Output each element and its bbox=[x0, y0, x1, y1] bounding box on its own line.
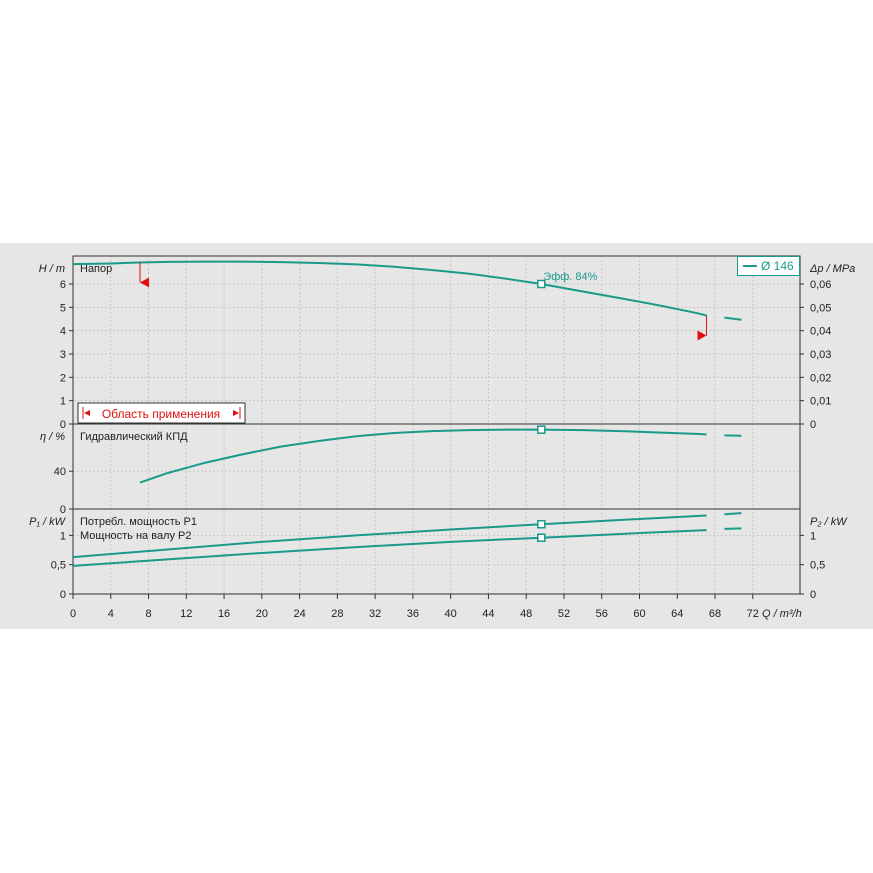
y-axis-label-left: H / m bbox=[39, 263, 65, 275]
series-extension-power-1 bbox=[724, 527, 742, 530]
panel-label-power: Потребл. мощность P1 bbox=[80, 516, 197, 528]
y-axis-label-left: η / % bbox=[40, 431, 65, 443]
x-tick-label: 68 bbox=[709, 608, 721, 620]
x-tick-label: 52 bbox=[558, 608, 570, 620]
y-tick-label-left: 5 bbox=[60, 302, 66, 314]
x-tick-label: 4 bbox=[108, 608, 114, 620]
pump-curve-chart: 0 01 0,012 0,023 0,034 0,045 0,056 0,06H / m Δp … bbox=[29, 255, 855, 620]
y-tick-label-right: 0,05 bbox=[810, 302, 831, 314]
legend-line-swatch bbox=[743, 265, 757, 267]
x-tick-label: 60 bbox=[633, 608, 645, 620]
x-tick-label: 40 bbox=[445, 608, 457, 620]
legend-label: Ø 146 bbox=[761, 259, 794, 273]
x-tick-label: 44 bbox=[482, 608, 494, 620]
panel-frame-head bbox=[72, 255, 801, 425]
y-tick-label-left: 0,5 bbox=[51, 560, 66, 572]
y-tick-label-left: 40 bbox=[54, 466, 66, 478]
x-tick-label: 72 bbox=[747, 608, 759, 620]
x-tick-label: 32 bbox=[369, 608, 381, 620]
y-tick-label-left: 2 bbox=[60, 372, 66, 384]
series-extension-head-0 bbox=[724, 316, 742, 321]
application-range-arrow-left bbox=[84, 410, 90, 416]
x-tick-label: 48 bbox=[520, 608, 532, 620]
panel-label-2-power: Мощность на валу P2 bbox=[80, 530, 192, 542]
y-axis-label-left: P₁ / kW bbox=[29, 516, 66, 528]
panel-frame-power bbox=[72, 508, 801, 595]
panel-label-efficiency: Гидравлический КПД bbox=[80, 431, 188, 443]
chart-panel: 0 0 1 0,01 2 0,02 3 0,03 4 0,04 5 0,05 6 0,06 H / m Δp … bbox=[0, 243, 873, 629]
y-axis-label-right: P₂ / kW bbox=[810, 516, 848, 528]
x-tick-label: 20 bbox=[256, 608, 268, 620]
legend-box: Ø 146 bbox=[737, 256, 800, 276]
x-tick-label: 8 bbox=[145, 608, 151, 620]
duty-point-marker-power-0 bbox=[537, 519, 546, 529]
x-tick-label: 24 bbox=[293, 608, 305, 620]
y-tick-label-right: 0,06 bbox=[810, 279, 831, 291]
application-range-label: Область применения bbox=[102, 407, 220, 421]
duty-point-marker-head-0 bbox=[537, 279, 546, 289]
range-min-arrow bbox=[140, 277, 150, 288]
x-tick-label: 36 bbox=[407, 608, 419, 620]
x-tick-label: 0 bbox=[70, 608, 76, 620]
application-range-arrow-right bbox=[233, 410, 239, 416]
efficiency-annotation: Эфф. 84% bbox=[543, 271, 597, 283]
range-max-arrow bbox=[697, 330, 707, 341]
y-tick-label-right: 0,03 bbox=[810, 349, 831, 361]
application-range-box bbox=[77, 402, 246, 424]
y-tick-label-left: 0 bbox=[60, 589, 66, 601]
y-tick-label-left: 6 bbox=[60, 279, 66, 291]
x-axis-label: Q / m³/h bbox=[762, 608, 802, 620]
y-tick-label-right: 0,02 bbox=[810, 372, 831, 384]
y-tick-label-left: 1 bbox=[60, 396, 66, 408]
y-tick-label-right: 0 bbox=[810, 419, 816, 431]
x-tick-label: 12 bbox=[180, 608, 192, 620]
series-line-efficiency-0 bbox=[139, 428, 707, 484]
y-tick-label-left: 0 bbox=[60, 419, 66, 431]
series-extension-power-0 bbox=[724, 512, 742, 516]
y-tick-label-left: 4 bbox=[60, 326, 66, 338]
y-tick-label-right: 1 bbox=[810, 530, 816, 542]
y-tick-label-left: 0 bbox=[60, 504, 66, 516]
x-tick-label: 56 bbox=[596, 608, 608, 620]
series-line-power-1 bbox=[72, 529, 707, 567]
series-line-power-0 bbox=[72, 514, 707, 559]
duty-point-marker-efficiency-0 bbox=[537, 425, 546, 434]
panel-label-head: Напор bbox=[80, 263, 112, 275]
duty-point-marker-power-1 bbox=[537, 533, 546, 542]
y-tick-label-left: 1 bbox=[60, 530, 66, 542]
y-axis-label-right: Δp / MPa bbox=[809, 263, 855, 275]
y-tick-label-right: 0 bbox=[810, 589, 816, 601]
y-tick-label-right: 0,01 bbox=[810, 396, 831, 408]
x-tick-label: 64 bbox=[671, 608, 683, 620]
series-line-head-0 bbox=[72, 260, 707, 317]
y-tick-label-right: 0,5 bbox=[810, 560, 825, 572]
x-tick-label: 28 bbox=[331, 608, 343, 620]
x-tick-label: 16 bbox=[218, 608, 230, 620]
y-tick-label-left: 3 bbox=[60, 349, 66, 361]
y-tick-label-right: 0,04 bbox=[810, 326, 831, 338]
